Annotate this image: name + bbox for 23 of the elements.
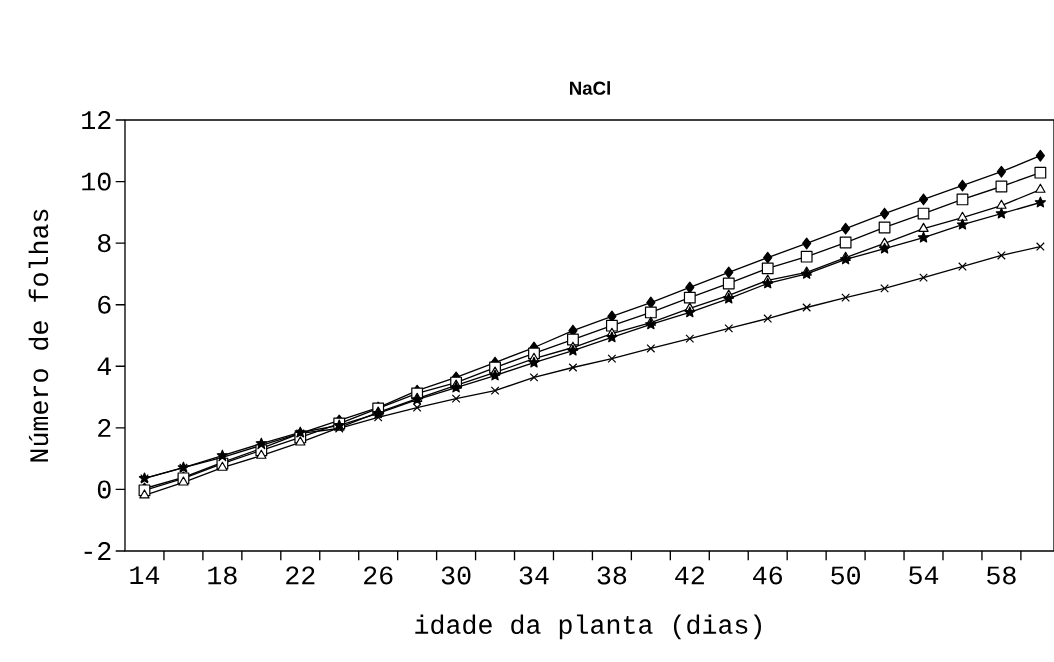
- x-tick-label: 26: [364, 566, 393, 585]
- y-axis-title: Número de folhas: [28, 209, 49, 462]
- x-tick-label: 46: [753, 566, 782, 585]
- y-tick-label: 8: [98, 234, 111, 253]
- y-tick-label: 10: [82, 172, 111, 191]
- y-tick-label: 12: [82, 111, 111, 129]
- y-tick-label: 0: [97, 480, 111, 499]
- x-tick-label: 50: [831, 566, 860, 585]
- x-tick-label: 22: [286, 566, 315, 585]
- y-tick-label: 6: [98, 295, 111, 314]
- x-tick-label: 38: [597, 566, 627, 585]
- x-tick-label: 34: [519, 566, 549, 585]
- x-tick-label: 30: [441, 566, 471, 585]
- y-tick-label: 4: [97, 357, 111, 376]
- y-tick-label: 2: [98, 418, 111, 437]
- chart-title: NaCl: [570, 81, 610, 95]
- x-tick-label: 54: [909, 566, 939, 585]
- x-tick-label: 42: [675, 566, 704, 585]
- x-axis-title: idade da planta (dias): [415, 614, 761, 640]
- x-tick-label: 58: [987, 566, 1016, 585]
- x-tick-label: 18: [208, 566, 237, 585]
- x-tick-label: 14: [130, 566, 160, 584]
- y-tick-label: -2: [84, 542, 111, 560]
